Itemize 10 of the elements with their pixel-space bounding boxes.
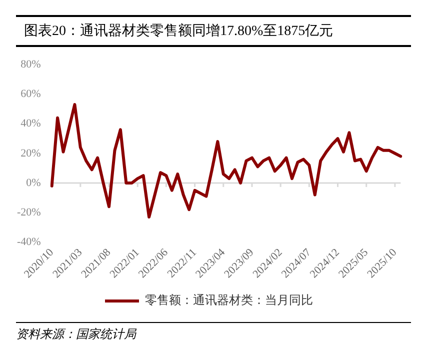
y-tick-label: 80% xyxy=(20,58,41,70)
text: 资料来源：国家统计局 xyxy=(16,322,411,343)
chart-title: 图表20：通讯器材类零售额同增17.80%至1875亿元 xyxy=(16,15,411,47)
y-tick-label: 60% xyxy=(20,88,41,100)
legend-label: 零售额：通讯器材类：当月同比 xyxy=(145,293,313,308)
y-tick-label: -40% xyxy=(17,236,41,248)
y-tick-label: 40% xyxy=(20,118,41,130)
y-tick-label: -20% xyxy=(17,206,41,218)
y-tick-label: 20% xyxy=(20,147,41,160)
y-tick-label: 0% xyxy=(26,176,41,189)
